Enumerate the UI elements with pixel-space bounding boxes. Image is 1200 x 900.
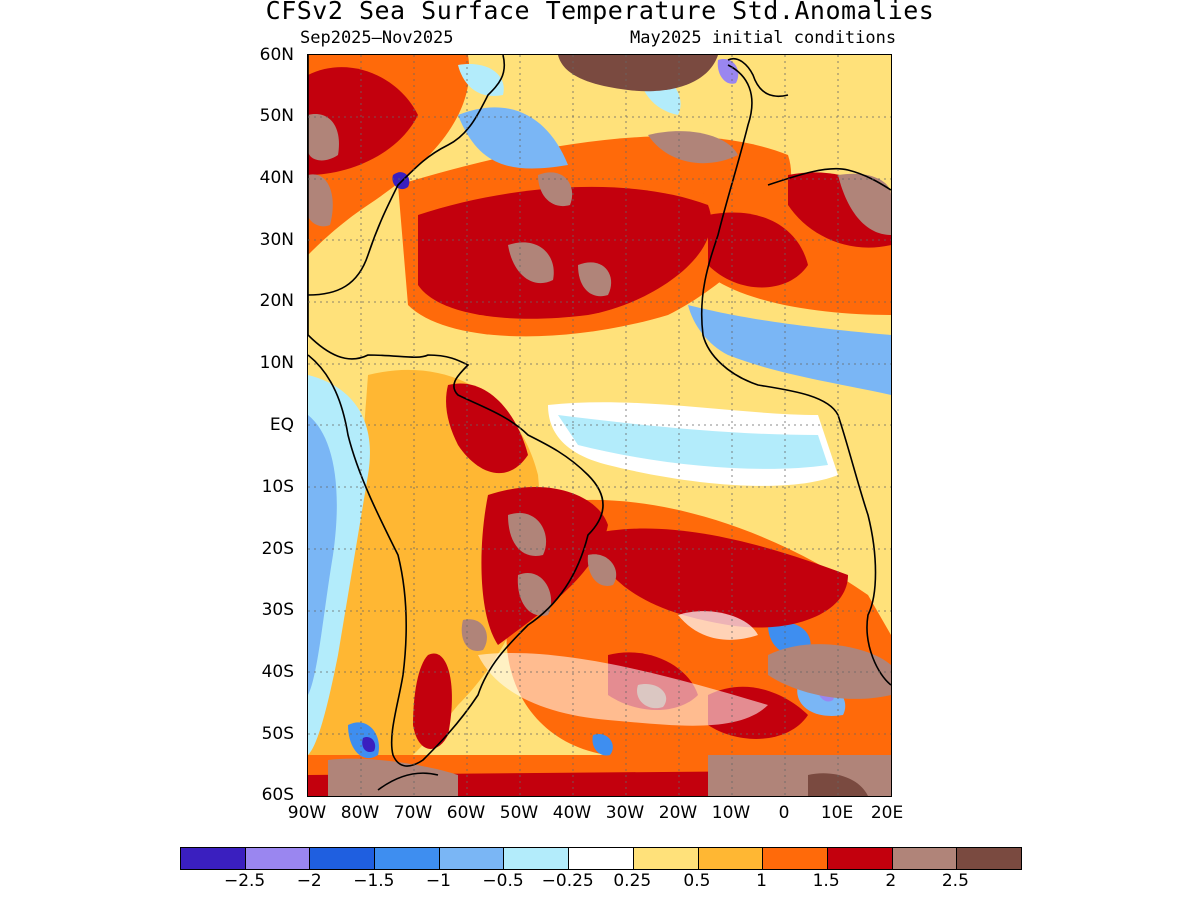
lon-label: 40W: [552, 803, 592, 823]
legend-label: 2: [885, 871, 897, 891]
lon-label: 70W: [393, 803, 433, 823]
lat-label: 20S: [261, 539, 294, 559]
legend-color-box: [892, 848, 958, 869]
legend-label: 0.25: [613, 871, 652, 891]
legend-color-box: [245, 848, 311, 869]
color-legend: [180, 847, 1022, 870]
lon-label: 10E: [820, 803, 854, 823]
lat-label: 50S: [261, 724, 294, 744]
lat-label: 20N: [259, 291, 294, 311]
legend-color-box: [439, 848, 505, 869]
anomaly-fill: [308, 55, 891, 796]
legend-label: 1: [756, 871, 767, 891]
legend-label: −2: [296, 871, 322, 891]
initial-conditions: May2025 initial conditions: [630, 28, 897, 48]
lon-label: 60W: [446, 803, 486, 823]
lon-label: 20W: [658, 803, 698, 823]
lon-label: 80W: [340, 803, 380, 823]
lon-label: 20E: [870, 803, 904, 823]
map-title: CFSv2 Sea Surface Temperature Std.Anomal…: [265, 0, 935, 25]
forecast-period: Sep2025–Nov2025: [300, 28, 454, 48]
lon-label: 0: [778, 803, 790, 823]
legend-color-box: [827, 848, 893, 869]
legend-label: 0.5: [683, 871, 711, 891]
legend-color-box: [504, 848, 570, 869]
graticule: [308, 55, 891, 796]
legend-color-box: [957, 848, 1021, 869]
legend-label: −0.25: [541, 871, 594, 891]
lat-label: 30S: [261, 600, 294, 620]
lon-label: 50W: [499, 803, 539, 823]
legend-color-box: [698, 848, 764, 869]
lat-label: EQ: [269, 415, 294, 435]
legend-color-box: [375, 848, 440, 869]
lat-label: 60S: [261, 785, 294, 805]
lat-label: 40S: [261, 662, 294, 682]
lon-label: 10W: [711, 803, 751, 823]
legend-label: −0.5: [482, 871, 524, 891]
legend-label: −2.5: [223, 871, 266, 891]
lat-label: 40N: [259, 168, 294, 188]
coastlines: [308, 55, 891, 791]
legend-color-box: [181, 848, 246, 869]
legend-label: 1.5: [812, 871, 840, 891]
lon-label: 30W: [605, 803, 645, 823]
lat-label: 30N: [259, 230, 294, 250]
sst-anomaly-map: [307, 54, 892, 797]
legend-label: −1: [425, 871, 451, 891]
legend-color-box: [633, 848, 699, 869]
lat-label: 10N: [259, 353, 294, 373]
lat-label: 60N: [259, 45, 294, 65]
legend-label: 2.5: [941, 871, 969, 891]
lat-label: 50N: [259, 106, 294, 126]
lat-label: 10S: [261, 477, 294, 497]
legend-color-box: [569, 848, 634, 869]
lon-label: 90W: [287, 803, 327, 823]
legend-label: −1.5: [353, 871, 395, 891]
legend-color-box: [763, 848, 828, 869]
legend-color-box: [310, 848, 376, 869]
